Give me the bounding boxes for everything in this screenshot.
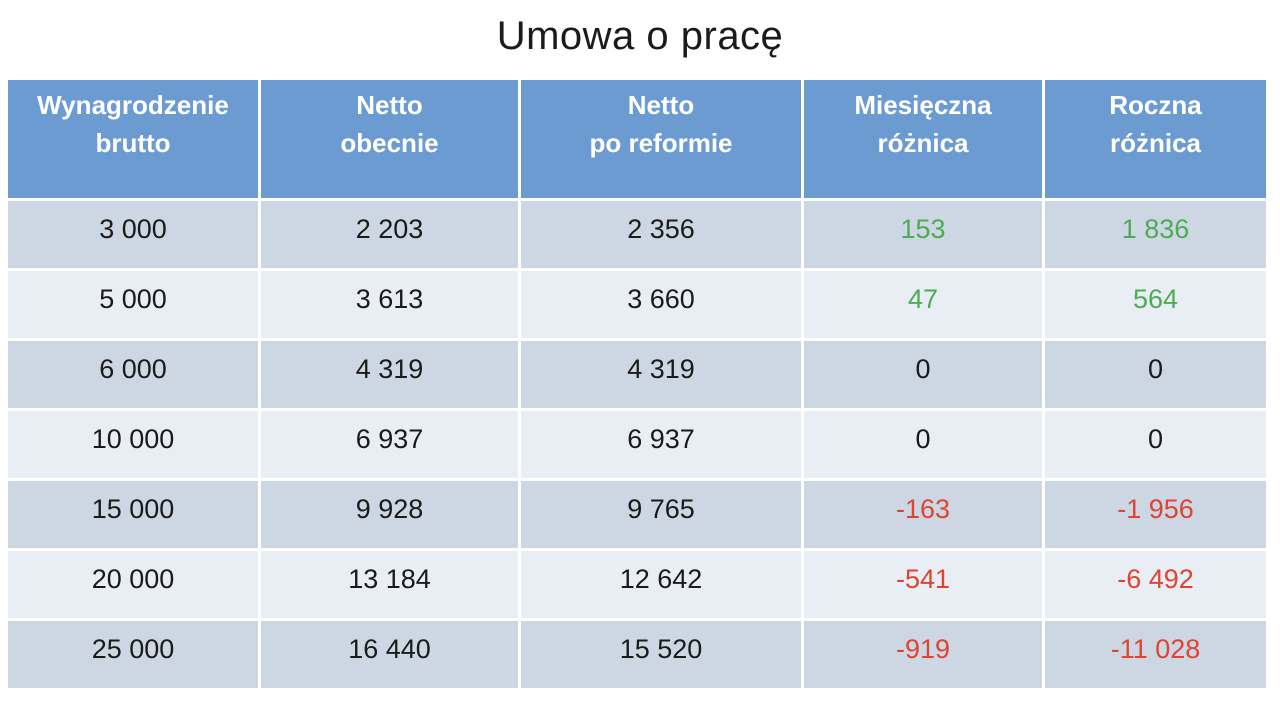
cell-monthly-diff: -541 [804, 551, 1042, 618]
cell-netto-reform: 4 319 [521, 341, 801, 408]
table-header-row: Wynagrodzenie brutto Netto obecnie Netto… [8, 80, 1266, 198]
cell-brutto: 6 000 [8, 341, 258, 408]
cell-yearly-diff: -6 492 [1045, 551, 1266, 618]
cell-netto-now: 13 184 [261, 551, 518, 618]
cell-monthly-diff: 0 [804, 411, 1042, 478]
page-title: Umowa o pracę [496, 14, 784, 58]
cell-netto-now: 6 937 [261, 411, 518, 478]
cell-netto-reform: 2 356 [521, 201, 801, 268]
cell-monthly-diff: -919 [804, 621, 1042, 688]
table-row: 5 000 3 613 3 660 47 564 [8, 271, 1266, 338]
cell-netto-reform: 9 765 [521, 481, 801, 548]
cell-monthly-diff: 47 [804, 271, 1042, 338]
cell-netto-now: 4 319 [261, 341, 518, 408]
cell-yearly-diff: -1 956 [1045, 481, 1266, 548]
cell-brutto: 3 000 [8, 201, 258, 268]
column-header-brutto: Wynagrodzenie brutto [8, 80, 258, 198]
cell-netto-reform: 15 520 [521, 621, 801, 688]
table-row: 25 000 16 440 15 520 -919 -11 028 [8, 621, 1266, 688]
cell-monthly-diff: 0 [804, 341, 1042, 408]
cell-brutto: 20 000 [8, 551, 258, 618]
cell-brutto: 5 000 [8, 271, 258, 338]
cell-netto-reform: 6 937 [521, 411, 801, 478]
column-header-netto-now: Netto obecnie [261, 80, 518, 198]
column-header-monthly-diff: Miesięczna różnica [804, 80, 1042, 198]
cell-yearly-diff: 0 [1045, 411, 1266, 478]
cell-yearly-diff: 0 [1045, 341, 1266, 408]
cell-netto-now: 9 928 [261, 481, 518, 548]
column-header-netto-reform: Netto po reformie [521, 80, 801, 198]
cell-monthly-diff: -163 [804, 481, 1042, 548]
table-row: 6 000 4 319 4 319 0 0 [8, 341, 1266, 408]
salary-comparison-table: Wynagrodzenie brutto Netto obecnie Netto… [5, 77, 1269, 691]
cell-netto-now: 2 203 [261, 201, 518, 268]
cell-netto-now: 3 613 [261, 271, 518, 338]
cell-yearly-diff: 1 836 [1045, 201, 1266, 268]
cell-netto-now: 16 440 [261, 621, 518, 688]
cell-monthly-diff: 153 [804, 201, 1042, 268]
cell-yearly-diff: -11 028 [1045, 621, 1266, 688]
column-header-yearly-diff: Roczna różnica [1045, 80, 1266, 198]
cell-yearly-diff: 564 [1045, 271, 1266, 338]
table-row: 20 000 13 184 12 642 -541 -6 492 [8, 551, 1266, 618]
table-row: 3 000 2 203 2 356 153 1 836 [8, 201, 1266, 268]
cell-brutto: 10 000 [8, 411, 258, 478]
cell-brutto: 25 000 [8, 621, 258, 688]
table-row: 10 000 6 937 6 937 0 0 [8, 411, 1266, 478]
cell-netto-reform: 12 642 [521, 551, 801, 618]
table-row: 15 000 9 928 9 765 -163 -1 956 [8, 481, 1266, 548]
cell-netto-reform: 3 660 [521, 271, 801, 338]
cell-brutto: 15 000 [8, 481, 258, 548]
